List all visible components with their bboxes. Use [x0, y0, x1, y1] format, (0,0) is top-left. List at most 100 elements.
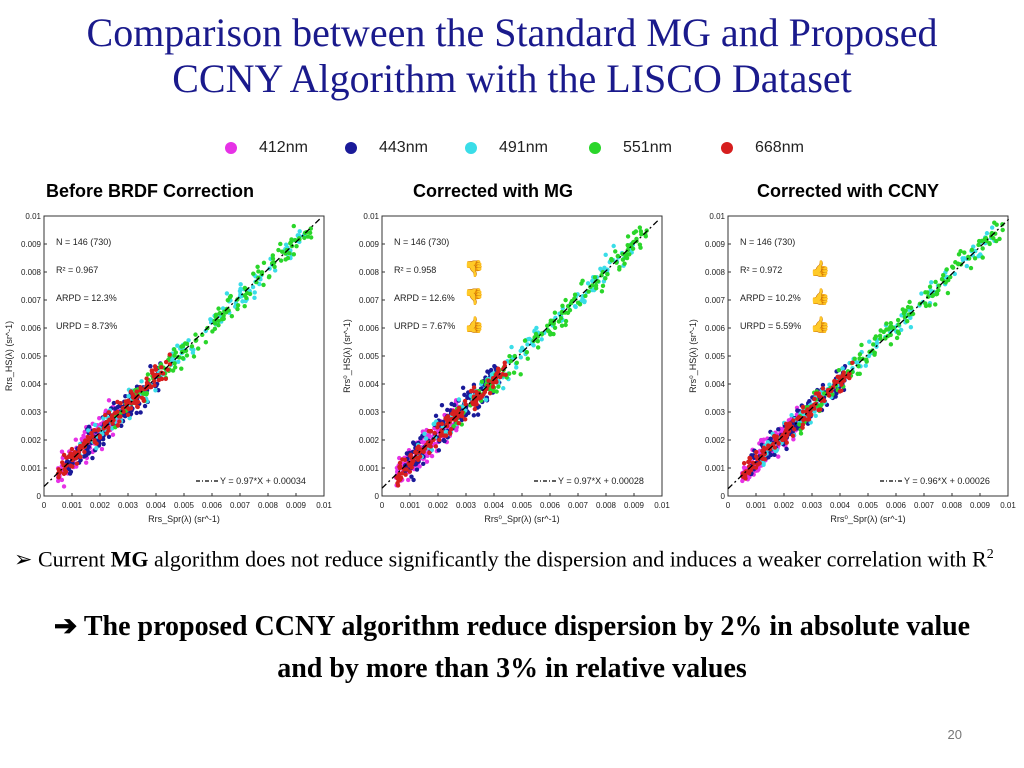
thumbs-up-icon: 👍 — [464, 315, 484, 334]
data-point-551nm — [507, 353, 512, 359]
data-point-668nm — [413, 449, 418, 455]
x-tick-label: 0 — [42, 501, 47, 510]
data-point-491nm — [582, 299, 587, 305]
data-point-551nm — [558, 315, 564, 321]
data-point-491nm — [573, 304, 578, 310]
data-point-668nm — [750, 460, 756, 465]
data-point-491nm — [186, 338, 191, 343]
data-point-491nm — [250, 284, 256, 290]
data-point-491nm — [509, 344, 514, 350]
data-point-668nm — [428, 428, 434, 434]
data-point-443nm — [442, 438, 447, 444]
legend-label-443: 443nm — [379, 139, 428, 156]
data-point-668nm — [817, 394, 823, 399]
data-point-551nm — [283, 251, 288, 256]
data-point-668nm — [153, 367, 158, 372]
data-point-551nm — [172, 361, 177, 366]
x-tick-label: 0.006 — [540, 501, 561, 510]
y-axis-label: Rrs_HS(λ) (sr^-1) — [4, 321, 14, 391]
x-tick-label: 0.01 — [1000, 501, 1016, 510]
data-point-668nm — [812, 396, 817, 402]
legend-label-668: 668nm — [755, 139, 804, 156]
data-point-668nm — [783, 436, 788, 441]
data-point-668nm — [428, 444, 433, 449]
data-point-491nm — [224, 291, 230, 296]
data-point-491nm — [252, 290, 257, 295]
y-tick-label: 0 — [721, 492, 726, 501]
fit-legend-label: Y = 0.97*X + 0.00034 — [220, 476, 306, 486]
data-point-491nm — [126, 394, 131, 399]
data-point-668nm — [399, 471, 405, 476]
legend-dot-551 — [589, 142, 601, 154]
data-point-491nm — [765, 439, 771, 445]
data-point-551nm — [637, 225, 643, 230]
legend-item-412: 412nm — [225, 136, 308, 160]
stats-text: R² = 0.958 — [394, 265, 436, 275]
legend-item-668: 668nm — [721, 136, 804, 160]
x-tick-label: 0.009 — [286, 501, 307, 510]
data-point-668nm — [152, 378, 157, 384]
data-point-668nm — [444, 423, 450, 429]
fit-line — [43, 218, 321, 487]
data-point-443nm — [485, 369, 490, 374]
data-point-551nm — [637, 242, 643, 247]
data-point-551nm — [933, 302, 938, 307]
data-point-443nm — [471, 413, 477, 418]
data-point-551nm — [950, 264, 955, 269]
x-tick-label: 0 — [726, 501, 731, 510]
x-axis-label: Rrs⁰_Spr(λ) (sr^-1) — [830, 514, 905, 524]
scatter-chart-ccny: 0 0.001 0.002 0.003 0.004 0.005 0.006 0.007 0.00… — [688, 212, 1016, 524]
y-tick-label: 0.004 — [21, 380, 42, 389]
data-point-668nm — [841, 370, 847, 375]
data-point-491nm — [867, 339, 872, 344]
thumbs-up-icon: 👍 — [810, 287, 830, 306]
data-point-668nm — [776, 441, 781, 446]
data-point-668nm — [468, 388, 474, 394]
data-point-491nm — [929, 280, 934, 285]
x-tick-label: 0.004 — [484, 501, 505, 510]
data-point-551nm — [244, 290, 250, 296]
y-tick-label: 0.008 — [359, 268, 380, 277]
data-point-551nm — [945, 290, 951, 296]
data-point-668nm — [103, 412, 108, 418]
data-point-551nm — [923, 301, 928, 306]
data-point-668nm — [396, 478, 402, 483]
data-point-491nm — [139, 379, 144, 384]
data-point-668nm — [407, 469, 413, 474]
y-tick-label: 0.005 — [705, 352, 726, 361]
data-point-491nm — [92, 422, 98, 428]
data-point-668nm — [780, 432, 785, 438]
data-point-443nm — [445, 407, 450, 413]
data-point-443nm — [119, 423, 124, 428]
data-point-551nm — [556, 319, 562, 324]
data-point-551nm — [514, 360, 520, 366]
data-point-668nm — [447, 430, 453, 435]
data-point-668nm — [439, 421, 445, 427]
x-tick-label: 0.001 — [746, 501, 767, 510]
data-point-551nm — [1000, 227, 1005, 233]
data-point-551nm — [545, 323, 550, 328]
data-point-551nm — [203, 340, 209, 345]
x-tick-label: 0.001 — [400, 501, 421, 510]
data-point-551nm — [798, 431, 804, 436]
data-point-491nm — [429, 447, 435, 453]
data-point-551nm — [284, 247, 289, 253]
data-point-491nm — [964, 263, 970, 269]
data-point-551nm — [609, 256, 614, 262]
data-point-551nm — [630, 246, 636, 251]
data-point-443nm — [86, 424, 92, 430]
data-point-668nm — [403, 472, 408, 477]
data-point-443nm — [772, 452, 777, 457]
data-point-412nm — [776, 454, 781, 459]
data-point-551nm — [511, 370, 517, 375]
data-point-412nm — [99, 446, 105, 452]
data-point-668nm — [755, 462, 761, 467]
y-tick-label: 0.006 — [705, 324, 726, 333]
y-tick-label: 0.003 — [21, 408, 42, 417]
slide-title-line2: CCNY Algorithm with the LISCO Dataset — [172, 56, 852, 101]
data-point-491nm — [789, 413, 794, 418]
data-point-668nm — [754, 449, 759, 455]
data-point-491nm — [514, 365, 519, 370]
y-tick-label: 0.01 — [25, 212, 41, 221]
data-point-491nm — [267, 266, 272, 271]
